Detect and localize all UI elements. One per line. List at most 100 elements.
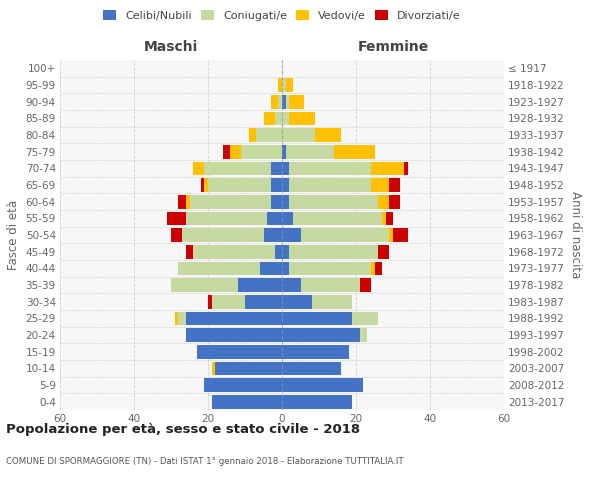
Bar: [282, 328, 360, 342]
Bar: [186, 212, 267, 225]
Text: Popolazione per età, sesso e stato civile - 2018: Popolazione per età, sesso e stato civil…: [6, 422, 360, 436]
Bar: [171, 228, 182, 242]
Bar: [282, 362, 341, 375]
Bar: [301, 228, 389, 242]
Bar: [271, 195, 282, 208]
Bar: [282, 178, 289, 192]
Bar: [360, 278, 371, 292]
Bar: [282, 345, 349, 358]
Bar: [378, 195, 389, 208]
Bar: [241, 145, 282, 158]
Bar: [360, 328, 367, 342]
Bar: [271, 162, 282, 175]
Bar: [278, 95, 282, 108]
Bar: [352, 312, 378, 325]
Bar: [293, 212, 382, 225]
Bar: [282, 195, 289, 208]
Bar: [378, 245, 389, 258]
Bar: [223, 145, 230, 158]
Bar: [167, 212, 186, 225]
Bar: [282, 378, 364, 392]
Bar: [371, 162, 404, 175]
Bar: [393, 228, 408, 242]
Bar: [271, 178, 282, 192]
Legend: Celibi/Nubili, Coniugati/e, Vedovi/e, Divorziati/e: Celibi/Nubili, Coniugati/e, Vedovi/e, Di…: [101, 8, 463, 23]
Bar: [249, 128, 256, 142]
Y-axis label: Anni di nascita: Anni di nascita: [569, 192, 581, 278]
Bar: [282, 245, 289, 258]
Bar: [263, 112, 275, 125]
Bar: [186, 328, 282, 342]
Bar: [389, 228, 393, 242]
Bar: [204, 378, 282, 392]
Bar: [289, 95, 304, 108]
Bar: [263, 228, 282, 242]
Bar: [371, 262, 374, 275]
Bar: [282, 295, 311, 308]
Bar: [374, 262, 382, 275]
Bar: [186, 245, 193, 258]
Bar: [212, 362, 215, 375]
Bar: [316, 128, 341, 142]
Bar: [193, 245, 275, 258]
Bar: [282, 162, 289, 175]
Bar: [389, 178, 400, 192]
Bar: [200, 178, 204, 192]
Bar: [208, 295, 212, 308]
Bar: [386, 212, 393, 225]
Bar: [197, 345, 282, 358]
Bar: [230, 145, 241, 158]
Bar: [389, 195, 400, 208]
Bar: [282, 145, 286, 158]
Bar: [193, 162, 204, 175]
Bar: [204, 162, 271, 175]
Bar: [301, 278, 360, 292]
Bar: [267, 212, 282, 225]
Text: COMUNE DI SPORMAGGIORE (TN) - Dati ISTAT 1° gennaio 2018 - Elaborazione TUTTITAL: COMUNE DI SPORMAGGIORE (TN) - Dati ISTAT…: [6, 458, 404, 466]
Bar: [282, 312, 352, 325]
Bar: [171, 278, 238, 292]
Y-axis label: Fasce di età: Fasce di età: [7, 200, 20, 270]
Bar: [282, 112, 289, 125]
Text: Femmine: Femmine: [358, 40, 428, 54]
Bar: [404, 162, 408, 175]
Bar: [286, 95, 289, 108]
Bar: [186, 195, 190, 208]
Bar: [260, 262, 282, 275]
Bar: [286, 145, 334, 158]
Bar: [186, 312, 282, 325]
Bar: [282, 395, 352, 408]
Bar: [175, 312, 178, 325]
Bar: [256, 128, 282, 142]
Bar: [275, 112, 282, 125]
Bar: [271, 95, 278, 108]
Bar: [245, 295, 282, 308]
Bar: [289, 112, 316, 125]
Bar: [282, 278, 301, 292]
Bar: [278, 78, 282, 92]
Bar: [371, 178, 389, 192]
Text: Maschi: Maschi: [144, 40, 198, 54]
Bar: [275, 245, 282, 258]
Bar: [178, 195, 186, 208]
Bar: [238, 278, 282, 292]
Bar: [334, 145, 374, 158]
Bar: [204, 178, 208, 192]
Bar: [289, 245, 378, 258]
Bar: [286, 78, 293, 92]
Bar: [282, 228, 301, 242]
Bar: [190, 195, 271, 208]
Bar: [178, 262, 260, 275]
Bar: [182, 228, 263, 242]
Bar: [289, 195, 378, 208]
Bar: [289, 262, 371, 275]
Bar: [311, 295, 352, 308]
Bar: [289, 178, 371, 192]
Bar: [282, 78, 286, 92]
Bar: [282, 95, 286, 108]
Bar: [382, 212, 386, 225]
Bar: [282, 128, 316, 142]
Bar: [212, 295, 245, 308]
Bar: [215, 362, 282, 375]
Bar: [282, 212, 293, 225]
